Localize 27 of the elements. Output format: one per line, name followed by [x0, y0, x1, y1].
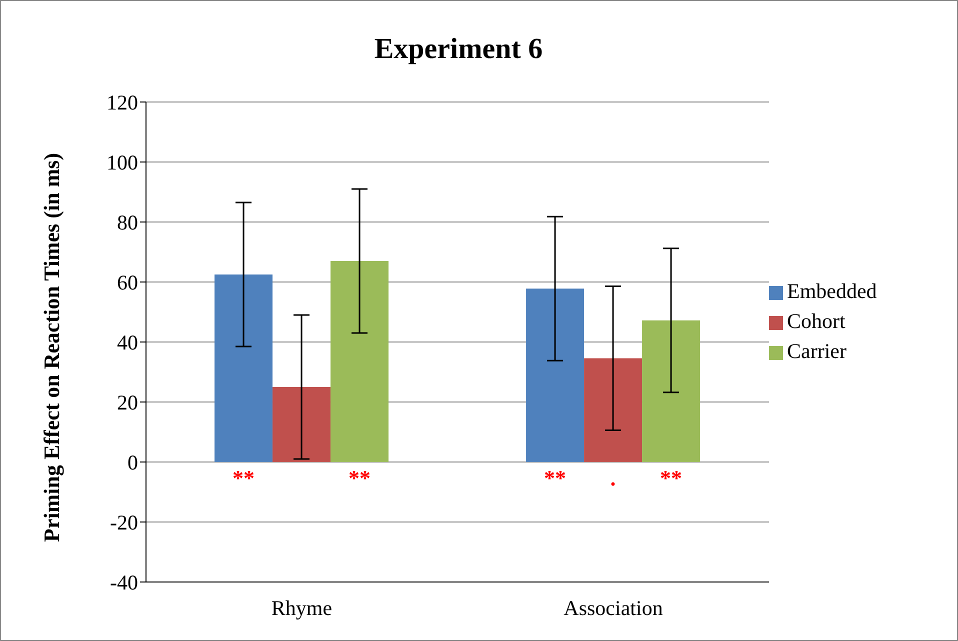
data-label: . — [610, 466, 616, 490]
bar — [330, 261, 389, 462]
y-axis-title: Priming Effect on Reaction Times (in ms) — [38, 152, 64, 542]
data-label: ** — [232, 466, 255, 490]
legend-label: Cohort — [787, 308, 846, 332]
x-tick-label: Association — [564, 596, 664, 620]
bar — [214, 274, 273, 462]
legend-label: Embedded — [787, 278, 877, 302]
y-tick-label: 0 — [128, 450, 138, 474]
bar — [526, 288, 584, 462]
y-tick-label: 80 — [117, 210, 138, 234]
data-label: ** — [660, 466, 682, 490]
y-tick-label: -40 — [110, 570, 138, 594]
bar — [272, 387, 331, 462]
y-tick-label: 100 — [106, 150, 138, 174]
data-label: ** — [544, 466, 566, 490]
x-tick-label: Rhyme — [271, 596, 332, 620]
chart-title: Experiment 6 — [373, 33, 544, 66]
y-tick-label: 120 — [106, 90, 138, 114]
data-label: ** — [348, 466, 371, 490]
y-tick-label: 40 — [117, 330, 138, 354]
y-tick-label: 20 — [117, 390, 138, 414]
y-tick-label: -20 — [110, 510, 138, 534]
bar — [642, 320, 700, 462]
legend-label: Carrier — [787, 338, 846, 362]
y-tick-label: 60 — [117, 270, 138, 294]
bar — [584, 358, 642, 462]
